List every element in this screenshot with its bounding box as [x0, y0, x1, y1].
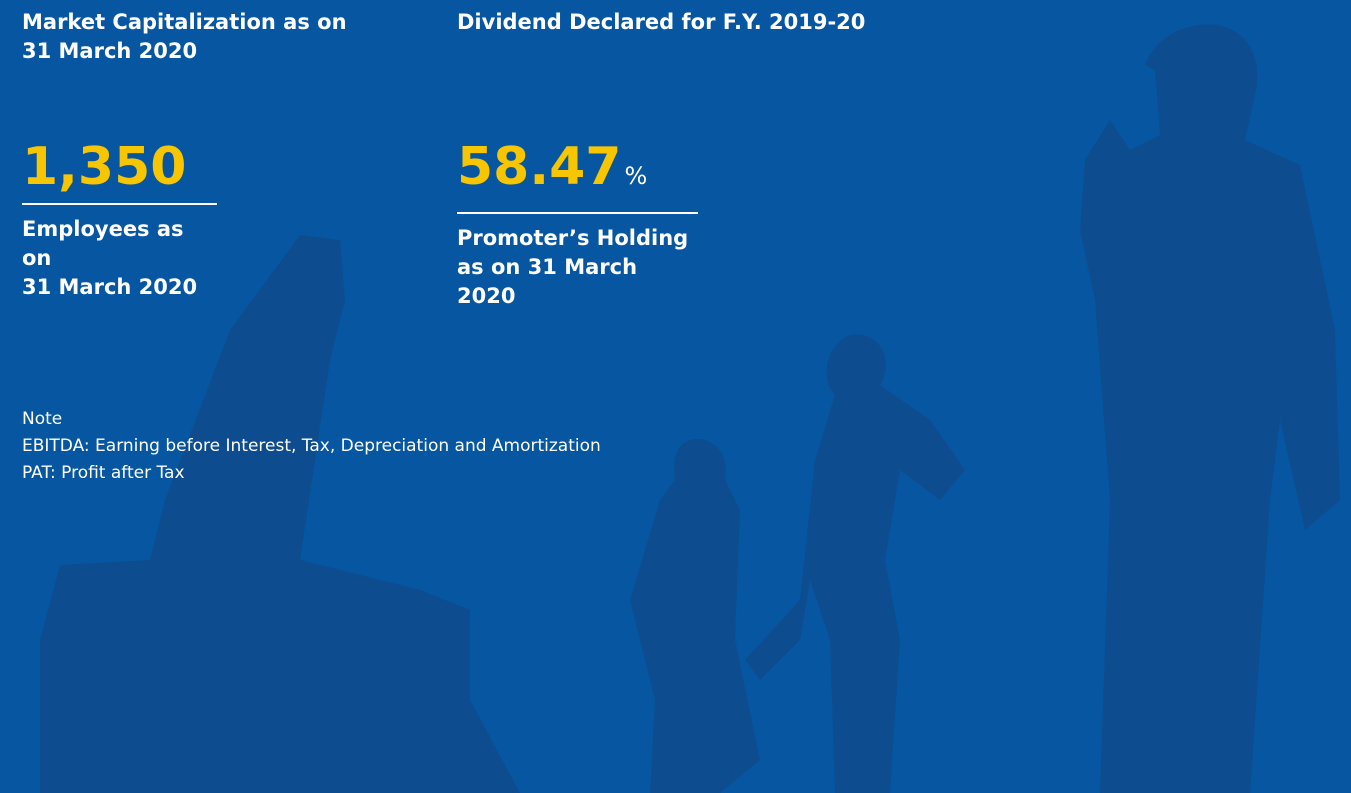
label-line: Dividend Declared for F.Y. 2019-20: [457, 8, 877, 37]
top-label: Market Capitalization as on 31 March 202…: [22, 8, 442, 66]
worker-right: [1080, 24, 1340, 793]
note: Note EBITDA: Earning before Interest, Ta…: [22, 406, 601, 487]
note-line: PAT: Profit after Tax: [22, 460, 601, 487]
divider: [457, 212, 698, 214]
label-line: Market Capitalization as on: [22, 8, 442, 37]
top-label-block: Dividend Declared for F.Y. 2019-20: [457, 8, 877, 37]
label-line: 31 March 2020: [22, 37, 442, 66]
stat-value: 58.47%: [457, 137, 698, 206]
label-line: 31 March 2020: [22, 273, 217, 302]
top-label: Dividend Declared for F.Y. 2019-20: [457, 8, 877, 37]
page: Key figures {"top_labels": [ {"lines": […: [0, 0, 1351, 793]
label-line: as on 31 March 2020: [457, 253, 698, 311]
divider: [22, 203, 217, 205]
stat-unit: %: [624, 162, 647, 190]
stat-number: 1,350: [22, 137, 186, 197]
stat-block: 1,350 Employees as on 31 March 2020: [22, 137, 217, 302]
note-line: EBITDA: Earning before Interest, Tax, De…: [22, 433, 601, 460]
page-body: Market Capitalization as on 31 March 202…: [0, 0, 1351, 793]
stat-number: 58.47: [457, 137, 621, 197]
stat-value: 1,350: [22, 137, 217, 197]
excavator: [40, 235, 520, 793]
label-line: Promoter’s Holding: [457, 224, 698, 253]
stat-label: Promoter’s Holding as on 31 March 2020: [457, 224, 698, 311]
stat-label: Employees as on 31 March 2020: [22, 215, 217, 302]
label-line: Employees as on: [22, 215, 217, 273]
background-silhouettes: [0, 0, 1351, 793]
worker-left: [630, 439, 760, 793]
top-label-block: Market Capitalization as on 31 March 202…: [22, 8, 442, 66]
stat-block: 58.47% Promoter’s Holding as on 31 March…: [457, 137, 698, 311]
worker-middle: [745, 334, 965, 793]
note-title: Note: [22, 406, 601, 433]
